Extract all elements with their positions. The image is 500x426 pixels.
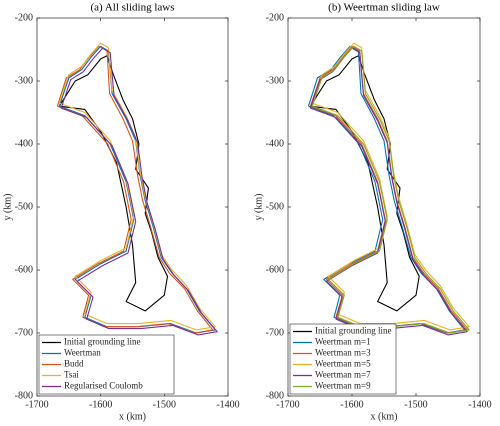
y-tick-label: -600 — [15, 264, 33, 275]
x-tick-label: -1500 — [404, 399, 427, 410]
y-tick-label: -800 — [15, 390, 33, 401]
y-tick-label: -800 — [266, 390, 284, 401]
legend-label: Weertman m=7 — [315, 370, 371, 380]
y-tick-label: -500 — [15, 201, 33, 212]
x-axis-label: x (km) — [119, 411, 146, 422]
x-tick-label: -1400 — [468, 399, 491, 410]
x-tick-label: -1600 — [340, 399, 363, 410]
grounding-line — [311, 45, 470, 334]
grounding-line — [311, 42, 470, 331]
x-axis-label: x (km) — [371, 411, 398, 422]
legend-label: Weertman m=9 — [315, 381, 371, 391]
legend-label: Weertman — [64, 348, 101, 358]
x-tick-label: -1600 — [89, 399, 112, 410]
legend-label: Weertman m=3 — [315, 348, 371, 358]
chart-title: (a) All sliding laws — [90, 2, 174, 14]
panel: -1700 -1600 -1500 -1400 -800 -700 -600 -500 -400… — [253, 2, 491, 423]
x-tick-label: -1500 — [153, 399, 176, 410]
legend-label: Weertman m=5 — [315, 359, 371, 369]
grounding-line — [307, 45, 466, 334]
y-tick-label: -400 — [15, 138, 33, 149]
legend-box — [38, 334, 175, 395]
y-tick-label: -300 — [15, 75, 33, 86]
legend-label: Weertman m=1 — [315, 337, 371, 347]
legend-label: Initial grounding line — [315, 326, 392, 336]
legend-box — [289, 323, 397, 395]
y-tick-label: -200 — [15, 12, 33, 23]
y-tick-label: -500 — [266, 201, 284, 212]
legend-label: Budd — [64, 359, 84, 369]
legend-label: Tsai — [64, 370, 79, 380]
legend: Initial grounding lineWeertmanBuddTsaiRe… — [38, 334, 175, 395]
y-tick-label: -400 — [266, 138, 284, 149]
y-axis-label: y (km) — [253, 194, 264, 221]
legend-label: Initial grounding line — [64, 337, 141, 347]
chart-title: (b) Weertman sliding law — [328, 2, 440, 14]
y-tick-label: -300 — [266, 75, 284, 86]
panel: -1700 -1600 -1500 -1400 -800 -700 -600 -500 -400… — [2, 2, 239, 423]
x-tick-label: -1700 — [276, 399, 299, 410]
y-tick-label: -700 — [266, 327, 284, 338]
legend-label: Regularised Coulomb — [64, 381, 143, 391]
y-tick-label: -600 — [266, 264, 284, 275]
y-axis-label: y (km) — [2, 194, 13, 221]
x-tick-label: -1700 — [25, 399, 48, 410]
grounding-line — [58, 42, 216, 331]
grounding-line — [309, 47, 468, 336]
y-tick-label: -200 — [266, 12, 284, 23]
grounding-line — [60, 47, 218, 336]
y-tick-label: -700 — [15, 327, 33, 338]
x-tick-label: -1400 — [216, 399, 239, 410]
